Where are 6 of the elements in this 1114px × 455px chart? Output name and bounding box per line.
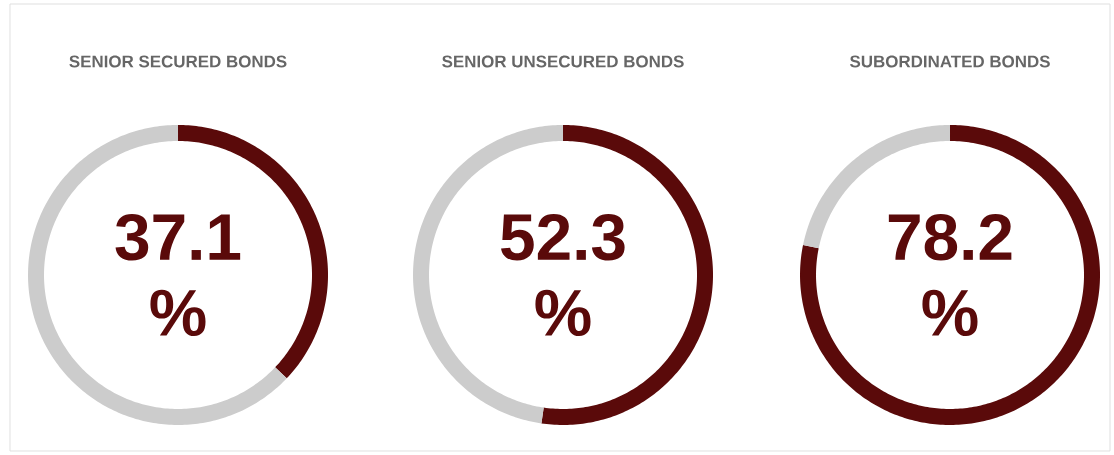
chart-title: SUBORDINATED BONDS	[849, 55, 1050, 68]
chart-title: SENIOR SECURED BONDS	[69, 55, 287, 68]
text: 37.1 %	[115, 213, 241, 337]
text: 78.2 %	[888, 213, 1012, 337]
text: 52.3 %	[501, 213, 625, 337]
chart-title: SENIOR UNSECURED BONDS	[442, 55, 684, 68]
